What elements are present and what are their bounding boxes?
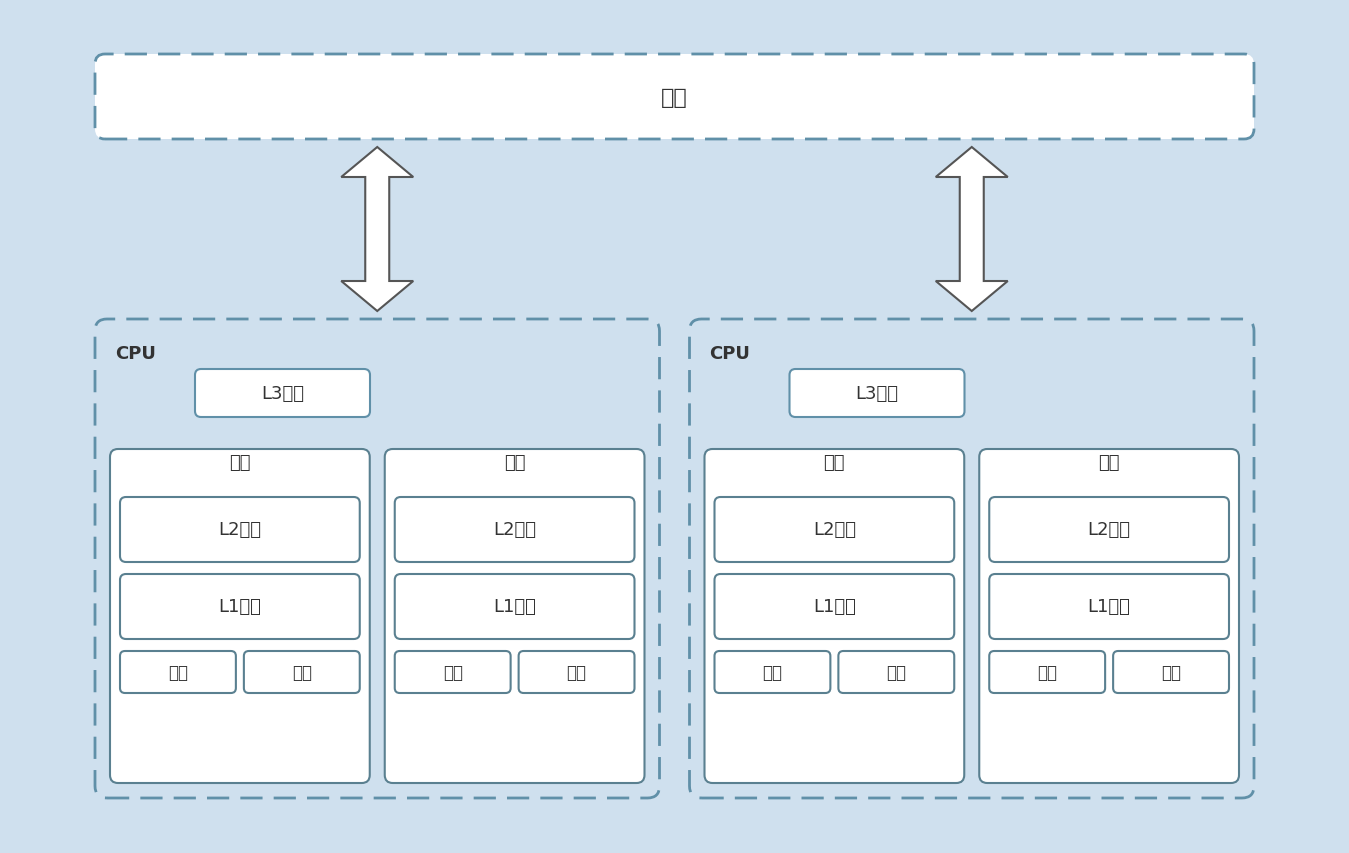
FancyBboxPatch shape [715,574,954,639]
Text: 线程: 线程 [291,664,312,682]
Text: 内存: 内存 [661,87,688,107]
Polygon shape [936,148,1008,311]
Text: 核心: 核心 [229,454,251,472]
FancyBboxPatch shape [120,574,360,639]
Polygon shape [341,148,413,311]
FancyBboxPatch shape [715,497,954,562]
FancyBboxPatch shape [704,450,965,783]
Text: L1缓存: L1缓存 [219,598,262,616]
Text: 线程: 线程 [1037,664,1058,682]
Text: L3缓存: L3缓存 [855,385,898,403]
Text: 核心: 核心 [824,454,844,472]
FancyBboxPatch shape [715,651,831,693]
FancyBboxPatch shape [94,320,660,798]
FancyBboxPatch shape [111,450,370,783]
Text: 核心: 核心 [505,454,525,472]
Text: 线程: 线程 [886,664,907,682]
FancyBboxPatch shape [789,369,965,417]
Text: L2缓存: L2缓存 [494,521,536,539]
FancyBboxPatch shape [989,574,1229,639]
FancyBboxPatch shape [196,369,370,417]
FancyBboxPatch shape [395,651,511,693]
FancyBboxPatch shape [838,651,954,693]
FancyBboxPatch shape [689,320,1255,798]
FancyBboxPatch shape [395,497,634,562]
Text: 线程: 线程 [167,664,188,682]
Text: CPU: CPU [710,345,750,363]
Text: L1缓存: L1缓存 [813,598,855,616]
FancyBboxPatch shape [989,651,1105,693]
Text: CPU: CPU [115,345,156,363]
Text: L1缓存: L1缓存 [1087,598,1130,616]
FancyBboxPatch shape [94,55,1255,140]
Text: 线程: 线程 [762,664,782,682]
FancyBboxPatch shape [120,497,360,562]
Text: L2缓存: L2缓存 [813,521,855,539]
Text: L3缓存: L3缓存 [260,385,304,403]
FancyBboxPatch shape [384,450,645,783]
FancyBboxPatch shape [244,651,360,693]
FancyBboxPatch shape [989,497,1229,562]
FancyBboxPatch shape [120,651,236,693]
Text: 线程: 线程 [567,664,587,682]
FancyBboxPatch shape [1113,651,1229,693]
Text: L2缓存: L2缓存 [219,521,262,539]
Text: 线程: 线程 [442,664,463,682]
FancyBboxPatch shape [395,574,634,639]
FancyBboxPatch shape [518,651,634,693]
Text: L1缓存: L1缓存 [494,598,536,616]
Text: L2缓存: L2缓存 [1087,521,1130,539]
Text: 线程: 线程 [1161,664,1182,682]
Text: 核心: 核心 [1098,454,1120,472]
FancyBboxPatch shape [979,450,1238,783]
